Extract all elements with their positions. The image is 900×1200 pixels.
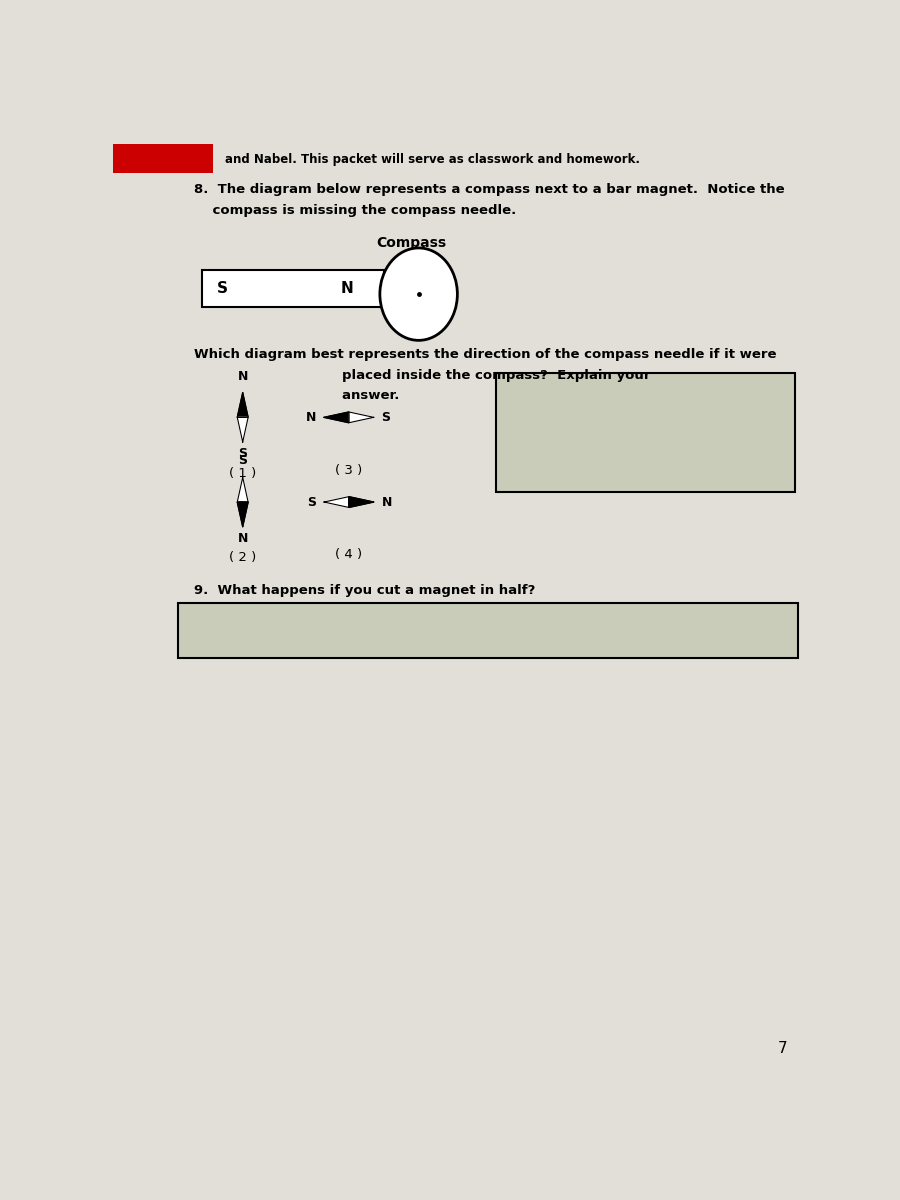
Text: ( 4 ): ( 4 ) [336,548,363,562]
Polygon shape [349,412,373,422]
Text: N: N [238,370,248,383]
Text: N: N [306,410,316,424]
Text: S: S [217,281,228,296]
Polygon shape [238,502,248,527]
Bar [496,373,795,492]
Polygon shape [238,478,248,502]
Polygon shape [324,497,349,508]
Text: 8.  The diagram below represents a compass next to a bar magnet.  Notice the: 8. The diagram below represents a compas… [194,182,785,196]
Text: N: N [382,496,392,509]
Text: N: N [238,532,248,545]
Text: ( 2 ): ( 2 ) [230,551,256,564]
Text: Which diagram best represents the direction of the compass needle if it were: Which diagram best represents the direct… [194,348,777,361]
Text: S: S [238,448,248,461]
Text: placed inside the compass?  Explain your: placed inside the compass? Explain your [194,368,651,382]
Ellipse shape [380,248,457,341]
Polygon shape [349,497,373,508]
Bar [202,270,383,307]
Text: and Nabel. This packet will serve as classwork and homework.: and Nabel. This packet will serve as cla… [225,152,640,166]
Polygon shape [238,392,248,418]
Text: S: S [307,496,316,509]
Text: Compass: Compass [376,235,446,250]
Text: S: S [382,410,391,424]
Bar [178,602,798,659]
Text: compass is missing the compass needle.: compass is missing the compass needle. [194,204,516,217]
Polygon shape [324,412,349,422]
Text: ( 3 ): ( 3 ) [335,463,363,476]
Text: ( 1 ): ( 1 ) [230,467,256,480]
Text: 7: 7 [778,1042,788,1056]
Polygon shape [238,418,248,442]
Text: answer.: answer. [194,389,400,402]
Text: 9.  What happens if you cut a magnet in half?: 9. What happens if you cut a magnet in h… [194,584,536,598]
Text: S: S [238,455,248,467]
Text: N: N [340,281,353,296]
Bar [112,144,213,173]
